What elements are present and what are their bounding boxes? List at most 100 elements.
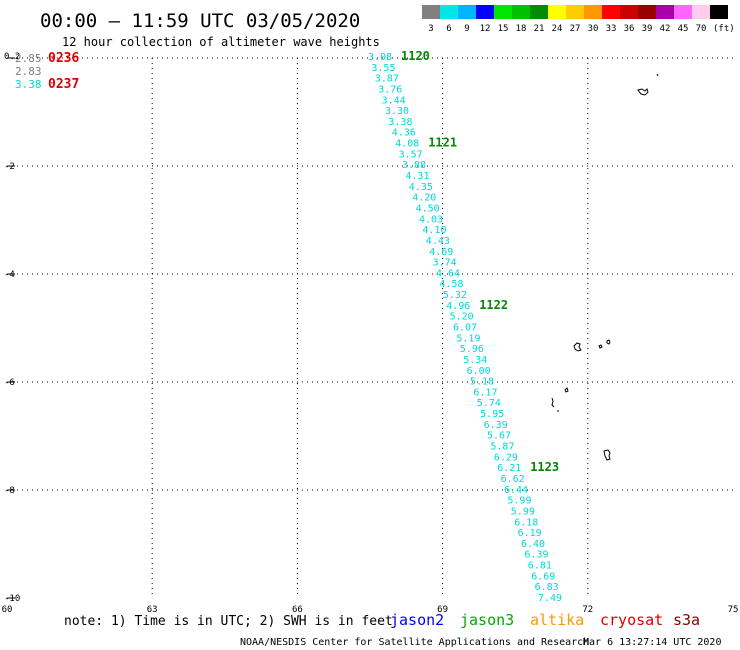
legend-swatch [422, 5, 440, 19]
island-shape [551, 397, 555, 408]
swh-value: 5.74 [477, 398, 501, 409]
swh-value: 6.19 [518, 528, 542, 539]
legacy-time-label: 0236 [48, 51, 79, 66]
lat-tick-label: -6 [4, 378, 15, 388]
satellite-name-altika: altika [530, 611, 584, 629]
swh-value: 3.76 [378, 84, 402, 95]
swh-value: 4.31 [405, 171, 429, 182]
swh-value: 6.69 [531, 571, 555, 582]
legend-swatch [620, 5, 638, 19]
swh-value: 6.07 [453, 323, 477, 334]
swh-value: 4.08 [395, 139, 419, 150]
legend-swatch [674, 5, 692, 19]
lon-tick-label: 63 [147, 605, 158, 615]
swh-value: 4.50 [416, 203, 440, 214]
swh-value: 6.18 [514, 517, 538, 528]
swh-value: 3.30 [385, 106, 409, 117]
satellite-name-jason2: jason2 [390, 611, 444, 629]
legend-label: 3 [428, 24, 433, 34]
legend-label: 9 [464, 24, 469, 34]
swh-value: 6.21 [497, 463, 521, 474]
legend-label: 12 [480, 24, 491, 34]
legend-label: 24 [552, 24, 563, 34]
lat-tick-label: -10 [4, 594, 20, 604]
legend-unit: (ft) [713, 24, 735, 34]
legend-swatch [476, 5, 494, 19]
satellite-track: 3.083.553.873.763.443.303.384.364.083.57… [368, 49, 562, 604]
footer-credit: NOAA/NESDIS Center for Satellite Applica… [240, 637, 589, 648]
legend-label: 30 [588, 24, 599, 34]
island-shape [573, 342, 582, 352]
legacy-value-label: 2.85 [15, 52, 42, 65]
swh-value: 6.00 [467, 366, 491, 377]
legacy-time-label: 0237 [48, 77, 79, 92]
page-subtitle: 12 hour collection of altimeter wave hei… [62, 35, 380, 49]
swh-value: 5.99 [511, 506, 535, 517]
legend-swatch [530, 5, 548, 19]
track-time-label: 1121 [428, 136, 457, 150]
legend-label: 42 [660, 24, 671, 34]
swh-value: 3.38 [388, 117, 412, 128]
legend-label: 18 [516, 24, 527, 34]
swh-value: 4.43 [426, 236, 450, 247]
track-time-label: 1122 [479, 298, 508, 312]
lat-tick-label: -2 [4, 162, 15, 172]
swh-value: 5.34 [463, 355, 487, 366]
lat-tick-label: -4 [4, 270, 15, 280]
legend-swatch [710, 5, 728, 19]
swh-value: 6.17 [473, 387, 497, 398]
swh-value: 6.39 [524, 550, 548, 561]
swh-value: 5.20 [450, 312, 474, 323]
swh-value: 6.29 [494, 452, 518, 463]
footer-note: note: 1) Time is in UTC; 2) SWH is in fe… [64, 614, 393, 629]
legend-swatch [494, 5, 512, 19]
legacy-value-label: 2.83 [15, 65, 42, 78]
legend-label: 21 [534, 24, 545, 34]
lon-tick-label: 72 [582, 605, 593, 615]
swh-value: 5.32 [443, 290, 467, 301]
swh-value: 6.39 [484, 420, 508, 431]
track-time-label: 1120 [401, 49, 430, 63]
legend-label: 39 [642, 24, 653, 34]
swh-value: 5.67 [487, 431, 511, 442]
swh-value: 4.96 [446, 301, 470, 312]
legend-swatch [512, 5, 530, 19]
swh-value: 3.55 [371, 63, 395, 74]
satellite-name-jason3: jason3 [460, 611, 514, 629]
swh-value: 4.36 [392, 128, 416, 139]
legend-swatch [566, 5, 584, 19]
legend-label: 36 [624, 24, 635, 34]
swh-value: 3.57 [399, 149, 423, 160]
legend-swatch [656, 5, 674, 19]
satellite-name-s3a: s3a [673, 611, 700, 629]
legend-swatch [440, 5, 458, 19]
swh-value: 4.69 [429, 247, 453, 258]
lat-tick-label: -8 [4, 486, 15, 496]
swh-value: 5.96 [460, 344, 484, 355]
island-shape [603, 449, 611, 461]
swh-value: 4.20 [412, 193, 436, 204]
legend-label: 6 [446, 24, 451, 34]
swh-value: 3.08 [368, 52, 392, 63]
island-shape [564, 387, 569, 393]
legend-label: 70 [696, 24, 707, 34]
swh-value: 6.44 [504, 485, 528, 496]
swh-value: 6.83 [535, 582, 559, 593]
legend-label: 33 [606, 24, 617, 34]
track-time-label: 1123 [530, 460, 559, 474]
legend-swatch [548, 5, 566, 19]
swh-value: 5.95 [480, 409, 504, 420]
swh-value: 4.03 [419, 214, 443, 225]
lon-tick-label: 69 [437, 605, 448, 615]
legend-swatch [692, 5, 710, 19]
lat-tick-label: 0.2 [4, 52, 20, 62]
island-outlines [551, 73, 659, 461]
swh-value: 5.87 [490, 442, 514, 453]
swh-value: 4.64 [436, 268, 460, 279]
satellite-legend: jason2 jason3 altika cryosat s3a [390, 611, 700, 629]
swh-value: 4.35 [409, 182, 433, 193]
lon-tick-label: 60 [2, 605, 13, 615]
footer-timestamp: Mar 6 13:27:14 UTC 2020 [583, 637, 721, 648]
swh-value: 4.10 [422, 225, 446, 236]
